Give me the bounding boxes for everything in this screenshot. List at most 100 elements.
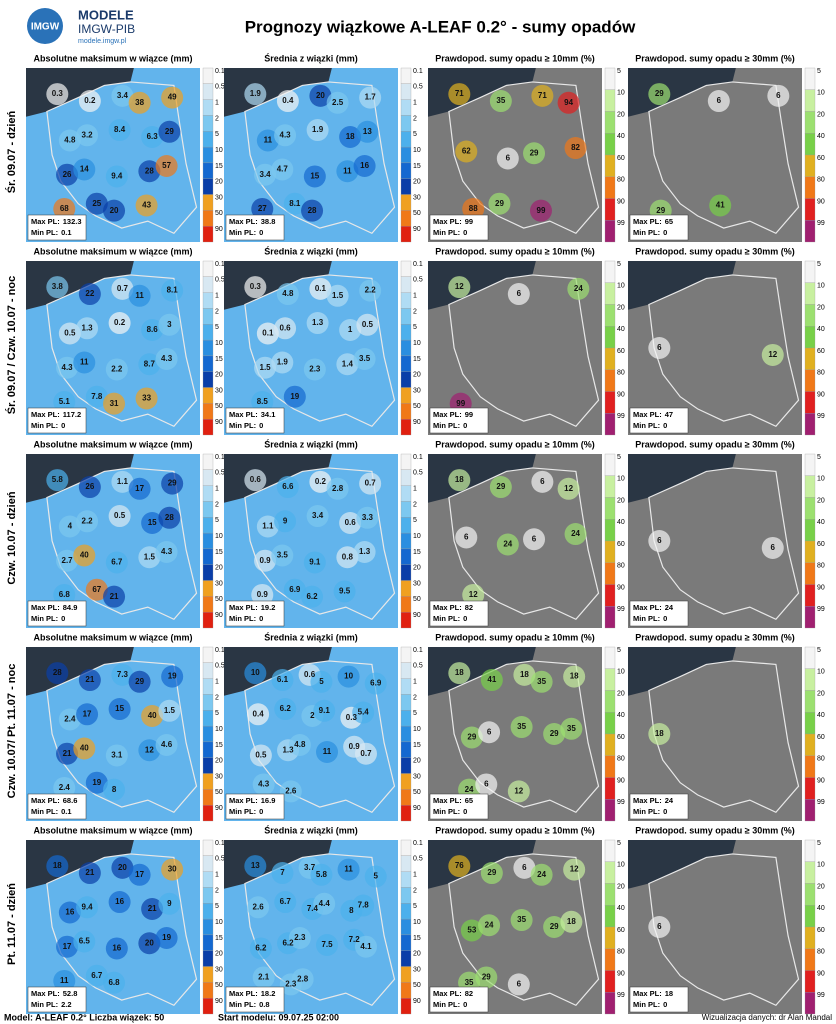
- map-value: 11: [135, 291, 144, 300]
- panel-title: Średnia z wiązki (mm): [264, 824, 358, 835]
- map-value: 99: [537, 206, 546, 215]
- min-stat: Min PL: 0: [229, 228, 263, 237]
- precip-area: [709, 194, 732, 217]
- colorbar-segment: [400, 371, 412, 388]
- colorbar-segment: [604, 799, 616, 822]
- colorbar-label: 80: [617, 949, 625, 956]
- precip-area: [158, 892, 181, 915]
- colorbar-segment: [400, 725, 412, 743]
- precip-area: [510, 716, 533, 739]
- colorbar-segment: [804, 413, 816, 436]
- precip-area: [252, 773, 275, 796]
- precip-area: [309, 84, 332, 107]
- max-label: Max PL:: [229, 796, 258, 805]
- precip-area: [252, 966, 275, 989]
- map-value: 7.8: [358, 901, 370, 910]
- colorbar-label: 10: [617, 283, 625, 290]
- map-value: 16: [65, 908, 74, 917]
- colorbar-segment: [400, 612, 412, 629]
- map-value: 8.7: [144, 359, 156, 368]
- colorbar-label: 40: [617, 519, 625, 526]
- colorbar-label: 5: [617, 68, 621, 75]
- precip-area: [478, 721, 501, 744]
- colorbar-label: 90: [817, 777, 825, 784]
- colorbar-segment: [604, 453, 616, 476]
- colorbar-label: 30: [413, 194, 421, 201]
- map-value: 40: [80, 744, 89, 753]
- colorbar-label: 15: [215, 163, 223, 170]
- max-stat: Max PL: 68.6: [31, 796, 77, 805]
- precip-area: [85, 964, 108, 987]
- precip-area: [352, 894, 375, 917]
- colorbar-segment: [604, 413, 616, 436]
- map-value: 57: [162, 161, 171, 170]
- map-value: 38: [135, 98, 144, 107]
- min-stat: Min PL: 0: [433, 421, 467, 430]
- precip-area: [488, 192, 511, 215]
- map-value: 49: [168, 93, 177, 102]
- colorbar-segment: [804, 712, 816, 735]
- precip-area: [283, 578, 306, 601]
- colorbar-segment: [604, 391, 616, 414]
- colorbar-label: 20: [215, 951, 223, 958]
- map-value: 18: [655, 729, 664, 738]
- precip-area: [288, 734, 311, 757]
- map-value: 2.5: [332, 98, 344, 107]
- stat-box: [225, 793, 285, 820]
- colorbar-label: 30: [413, 966, 421, 973]
- stat-box: [629, 407, 689, 434]
- colorbar-segment: [202, 887, 214, 904]
- max-label: Max PL:: [633, 603, 662, 612]
- colorbar-label: 20: [617, 690, 625, 697]
- min-label: Min PL:: [633, 421, 660, 430]
- precip-area: [530, 670, 553, 693]
- map-value: 13: [363, 127, 372, 136]
- map-value: 4: [68, 522, 73, 531]
- precip-area: [58, 515, 81, 538]
- map-value: 19: [168, 672, 177, 681]
- precip-area: [161, 472, 184, 495]
- colorbar-segment: [804, 89, 816, 112]
- min-label: Min PL:: [633, 228, 660, 237]
- map-value: 4.7: [277, 165, 289, 174]
- map-value: 0.2: [114, 318, 126, 327]
- precip-area: [648, 337, 671, 359]
- max-label: Max PL:: [31, 603, 60, 612]
- colorbar-label: 5: [215, 324, 219, 331]
- colorbar-label: 30: [215, 194, 223, 201]
- precip-area: [274, 891, 297, 914]
- precip-area: [161, 279, 184, 302]
- map-value: 0.5: [362, 320, 374, 329]
- min-stat: Min PL: 0.1: [31, 228, 72, 237]
- map-value: 18: [520, 670, 529, 679]
- colorbar-label: 5: [413, 710, 417, 717]
- colorbar-label: 1: [215, 99, 219, 106]
- precip-area: [648, 916, 671, 938]
- precip-area: [475, 773, 498, 796]
- max-stat: Max PL: 52.8: [31, 989, 77, 998]
- precip-area: [271, 351, 294, 374]
- colorbar-label: 2: [215, 694, 219, 701]
- colorbar-segment: [604, 89, 616, 112]
- colorbar-label: 10: [817, 669, 825, 676]
- precip-area: [761, 343, 784, 366]
- colorbar-segment: [604, 926, 616, 949]
- stat-box: [429, 407, 489, 434]
- precip-area: [359, 472, 382, 495]
- precip-area: [249, 744, 272, 767]
- precip-area: [141, 898, 164, 921]
- colorbar-label: 1: [215, 292, 219, 299]
- map-value: 6: [771, 543, 776, 552]
- colorbar-segment: [804, 733, 816, 756]
- colorbar-label: 90: [413, 419, 421, 426]
- colorbar-label: 80: [617, 177, 625, 184]
- max-label: Max PL:: [633, 796, 662, 805]
- precip-area: [761, 536, 784, 559]
- colorbar-label: 20: [817, 883, 825, 890]
- country-outline: [648, 853, 800, 1007]
- map-value: 29: [135, 677, 144, 686]
- precip-area: [103, 971, 126, 994]
- colorbar-segment: [202, 501, 214, 518]
- colorbar-segment: [804, 176, 816, 199]
